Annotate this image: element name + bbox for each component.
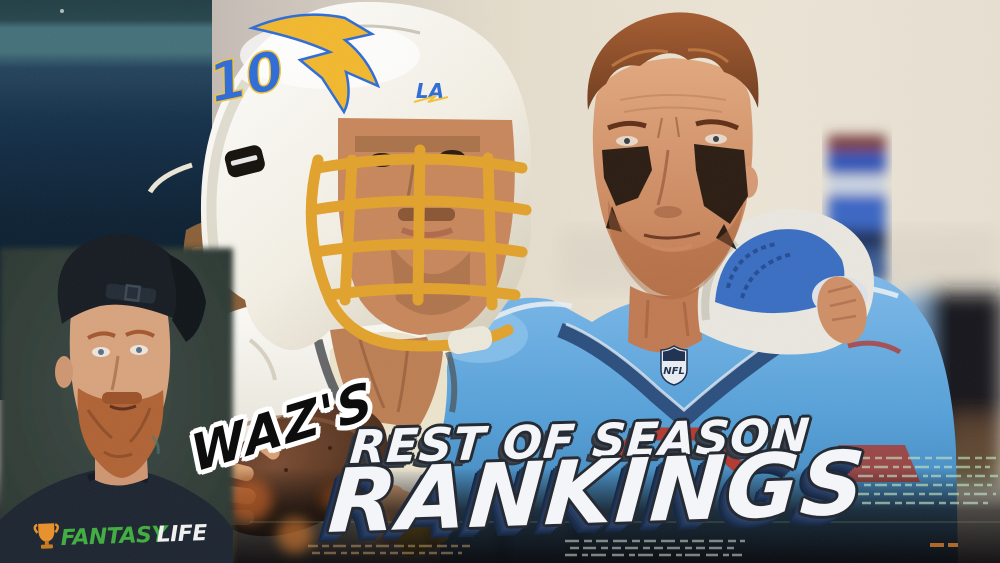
title-line-2: RANKINGS [325, 431, 870, 553]
